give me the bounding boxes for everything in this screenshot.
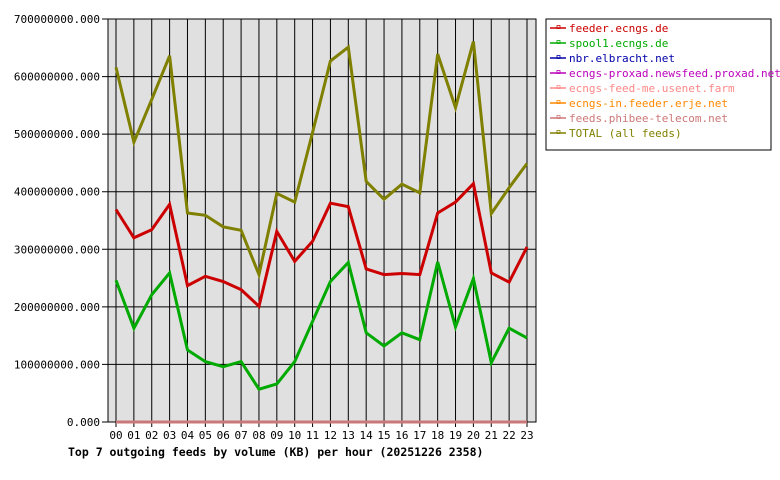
x-tick-label: 07 xyxy=(234,429,247,442)
series-line xyxy=(114,259,528,391)
legend-label: ecngs-in.feeder.erje.net xyxy=(569,97,728,110)
legend-item: ecngs-in.feeder.erje.net xyxy=(550,97,728,110)
y-tick-label: 200000000.000 xyxy=(14,301,100,314)
y-axis: 0.000 100000000.000 200000000.000 300000000… xyxy=(14,13,100,429)
y-tick-label: 0.000 xyxy=(67,416,100,429)
x-tick-label: 11 xyxy=(306,429,319,442)
data-lines xyxy=(114,41,529,424)
x-tick-label: 12 xyxy=(324,429,337,442)
x-tick-label: 21 xyxy=(485,429,498,442)
legend-item: spool1.ecngs.de xyxy=(550,37,668,50)
x-tick-label: 08 xyxy=(252,429,265,442)
x-tick-label: 04 xyxy=(181,429,195,442)
legend-item: TOTAL (all feeds) xyxy=(550,127,682,140)
x-tick-label: 14 xyxy=(360,429,374,442)
legend: feeder.ecngs.de spool1.ecngs.de nbr.elbrac… xyxy=(545,18,780,151)
legend-label: ecngs-proxad.newsfeed.proxad.net xyxy=(569,67,780,80)
x-tick-label: 19 xyxy=(449,429,462,442)
x-tick-label: 10 xyxy=(288,429,301,442)
x-tick-label: 02 xyxy=(145,429,158,442)
legend-box xyxy=(545,18,772,151)
series-line xyxy=(114,41,529,280)
legend-label: ecngs-feed-me.usenet.farm xyxy=(569,82,735,95)
x-tick-label: 09 xyxy=(270,429,283,442)
legend-label: nbr.elbracht.net xyxy=(569,52,675,65)
y-tick-label: 100000000.000 xyxy=(14,358,100,371)
legend-item: ecngs-feed-me.usenet.farm xyxy=(550,82,735,95)
x-tick-label: 03 xyxy=(163,429,176,442)
x-tick-label: 17 xyxy=(413,429,426,442)
x-tick-label: 00 xyxy=(109,429,122,442)
x-tick-label: 23 xyxy=(520,429,533,442)
legend-label: TOTAL (all feeds) xyxy=(569,127,682,140)
x-tick-label: 05 xyxy=(199,429,212,442)
legend-label: feeds.phibee-telecom.net xyxy=(569,112,728,125)
x-tick-label: 13 xyxy=(342,429,355,442)
legend-item: feeds.phibee-telecom.net xyxy=(550,112,728,125)
x-tick-label: 15 xyxy=(377,429,390,442)
y-tick-label: 500000000.000 xyxy=(14,128,100,141)
legend-item: nbr.elbracht.net xyxy=(550,52,675,65)
legend-label: spool1.ecngs.de xyxy=(569,37,668,50)
x-axis: 00 01 02 03 04 05 06 07 08 09 10 11 12 13 14 15 16 17 18 19… xyxy=(109,429,533,442)
x-tick-label: 01 xyxy=(127,429,140,442)
legend-item: feeder.ecngs.de xyxy=(550,22,668,35)
x-tick-label: 22 xyxy=(503,429,516,442)
legend-item: ecngs-proxad.newsfeed.proxad.net xyxy=(550,67,780,80)
y-tick-label: 400000000.000 xyxy=(14,186,100,199)
x-tick-label: 20 xyxy=(467,429,480,442)
x-tick-label: 06 xyxy=(217,429,230,442)
series-line xyxy=(114,180,529,310)
legend-label: feeder.ecngs.de xyxy=(569,22,668,35)
y-tick-label: 300000000.000 xyxy=(14,243,100,256)
chart-title: Top 7 outgoing feeds by volume (KB) per … xyxy=(68,445,483,459)
x-tick-label: 16 xyxy=(395,429,408,442)
y-tick-label: 700000000.000 xyxy=(14,13,100,26)
y-tick-label: 600000000.000 xyxy=(14,71,100,84)
x-tick-label: 18 xyxy=(431,429,444,442)
